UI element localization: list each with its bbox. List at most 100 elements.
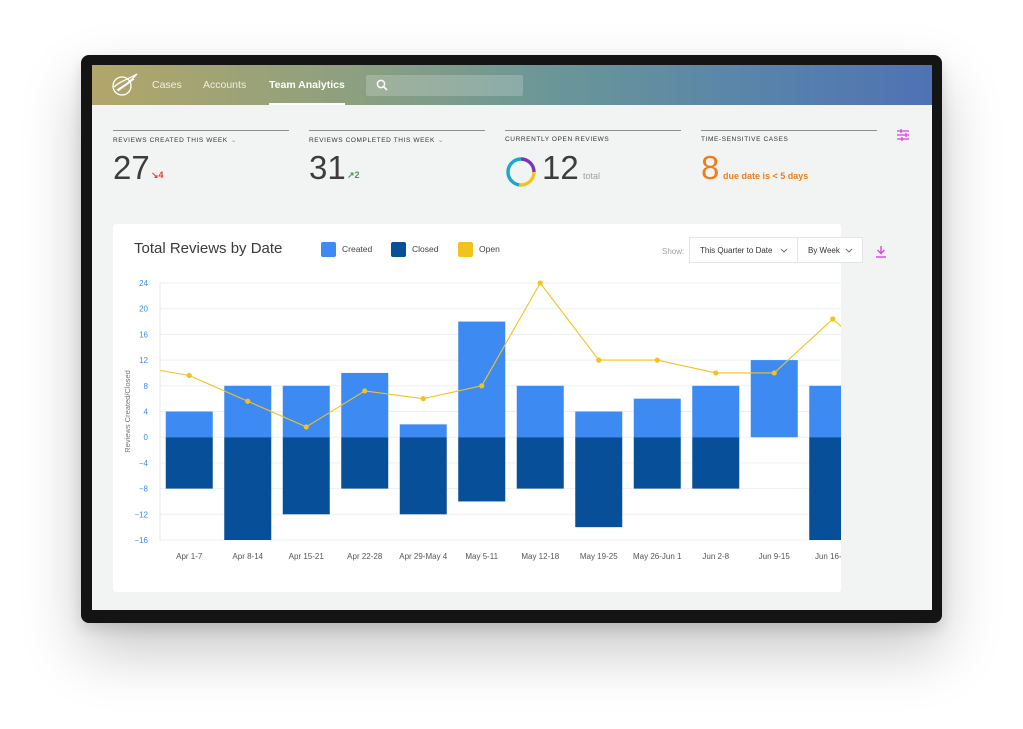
bar-created <box>458 321 506 438</box>
legend-label: Closed <box>412 244 439 254</box>
y-tick-label: 4 <box>144 408 149 417</box>
y-tick-label: −16 <box>134 536 148 545</box>
kpi-divider <box>309 130 485 131</box>
nav-team-analytics-label: Team Analytics <box>269 79 345 91</box>
x-tick-label: Jun 2-8 <box>702 552 729 561</box>
kpi-label: CURRENTLY OPEN REVIEWS <box>505 136 610 143</box>
legend-swatch <box>458 242 473 257</box>
legend-label: Created <box>342 244 373 254</box>
bar-closed <box>458 437 506 502</box>
kpi-label-dropdown[interactable]: REVIEWS COMPLETED THIS WEEK ⌄ <box>309 136 444 144</box>
y-tick-label: −4 <box>139 459 149 468</box>
bar-closed <box>341 437 389 489</box>
open-point <box>303 424 309 430</box>
y-tick-label: −12 <box>134 510 148 519</box>
kpi-delta: ↘4 <box>151 170 164 181</box>
bar-closed <box>575 437 623 528</box>
x-tick-label: Jun 16-22 <box>815 552 841 561</box>
x-tick-label: Apr 8-14 <box>232 552 263 561</box>
kpi-value: 8 <box>701 149 720 186</box>
y-tick-label: 16 <box>139 330 148 339</box>
kpi-divider <box>113 130 289 131</box>
open-point <box>420 396 426 402</box>
x-tick-label: May 12-18 <box>521 552 559 561</box>
y-tick-label: 12 <box>139 356 148 365</box>
top-navigation-bar: Cases Accounts Team Analytics <box>92 65 932 105</box>
period-value: By Week <box>808 246 840 255</box>
bar-closed <box>282 437 330 515</box>
bar-closed <box>165 437 213 489</box>
bar-created <box>692 385 740 438</box>
open-point <box>596 357 602 363</box>
bar-created <box>809 385 841 438</box>
bar-created <box>633 398 681 438</box>
legend-swatch <box>391 242 406 257</box>
bar-created <box>341 372 389 438</box>
bar-closed <box>633 437 681 489</box>
arrow-down-right-icon: ↘ <box>151 170 159 180</box>
kpi-sub: due date is < 5 days <box>723 171 809 181</box>
search-icon <box>376 79 388 91</box>
nav-accounts[interactable]: Accounts <box>203 65 246 105</box>
bar-created <box>165 411 213 438</box>
kpi-label-dropdown[interactable]: REVIEWS CREATED THIS WEEK ⌄ <box>113 136 237 144</box>
nav-accounts-label: Accounts <box>203 79 247 91</box>
chevron-down-icon <box>780 248 788 253</box>
app-screen: Cases Accounts Team Analytics REVIEWS CR… <box>92 65 932 610</box>
kpi-delta-value: 2 <box>354 170 360 180</box>
nav-team-analytics[interactable]: Team Analytics <box>269 65 345 105</box>
legend-swatch <box>321 242 336 257</box>
donut-ring-icon <box>506 157 536 187</box>
date-range-value: This Quarter to Date <box>700 246 773 255</box>
kpi-delta: ↗2 <box>347 170 360 181</box>
open-point <box>186 372 192 379</box>
chart-card: Total Reviews by Date Created Closed Ope… <box>113 224 886 592</box>
x-tick-label: Apr 29-May 4 <box>399 552 448 561</box>
search-box[interactable] <box>366 75 523 96</box>
bar-closed <box>399 437 447 515</box>
kpi-delta-value: 4 <box>158 170 164 180</box>
open-point <box>713 370 719 376</box>
kpi-label: TIME-SENSITIVE CASES <box>701 136 789 143</box>
kpi-label-text: REVIEWS CREATED THIS WEEK <box>113 137 228 144</box>
open-point <box>362 388 368 394</box>
kpi-label-text: REVIEWS COMPLETED THIS WEEK <box>309 137 435 144</box>
x-tick-label: May 19-25 <box>580 552 618 561</box>
show-label: Show: <box>662 247 685 256</box>
y-tick-label: −8 <box>139 485 149 494</box>
period-select[interactable]: By Week <box>797 237 863 263</box>
x-tick-label: Jun 9-15 <box>759 552 791 561</box>
bar-created <box>575 411 623 438</box>
open-point <box>771 370 777 376</box>
x-tick-label: Apr 22-28 <box>347 552 383 561</box>
open-point <box>245 398 251 404</box>
y-tick-label: 0 <box>144 433 149 442</box>
kpi-sub: total <box>583 171 601 181</box>
download-icon[interactable] <box>875 245 887 258</box>
open-point <box>654 357 660 363</box>
bird-logo-icon[interactable] <box>110 72 138 98</box>
x-tick-label: May 5-11 <box>465 552 498 561</box>
chart-title: Total Reviews by Date <box>134 240 283 257</box>
y-tick-label: 20 <box>139 305 148 314</box>
date-range-select[interactable]: This Quarter to Date <box>689 237 798 263</box>
chevron-down-icon: ⌄ <box>437 137 444 144</box>
kpi-value: 12 <box>542 149 579 186</box>
kpi-value: 27 <box>113 149 150 186</box>
search-input[interactable] <box>394 77 522 95</box>
x-tick-label: May 26-Jun 1 <box>633 552 682 561</box>
nav-cases[interactable]: Cases <box>152 65 182 105</box>
open-point <box>537 280 543 286</box>
filter-settings-icon[interactable] <box>896 128 910 142</box>
y-tick-label: 24 <box>139 279 148 288</box>
bar-closed <box>692 437 740 489</box>
bar-closed <box>809 437 841 540</box>
open-point <box>479 383 485 389</box>
y-tick-label: 8 <box>144 382 149 391</box>
reviews-chart: −16−12−8−40481216202401020304050Reviews … <box>123 279 841 561</box>
bar-closed <box>516 437 564 489</box>
x-tick-label: Apr 1-7 <box>176 552 203 561</box>
chevron-down-icon <box>845 248 853 253</box>
kpi-divider <box>505 130 681 131</box>
open-point <box>830 316 836 322</box>
